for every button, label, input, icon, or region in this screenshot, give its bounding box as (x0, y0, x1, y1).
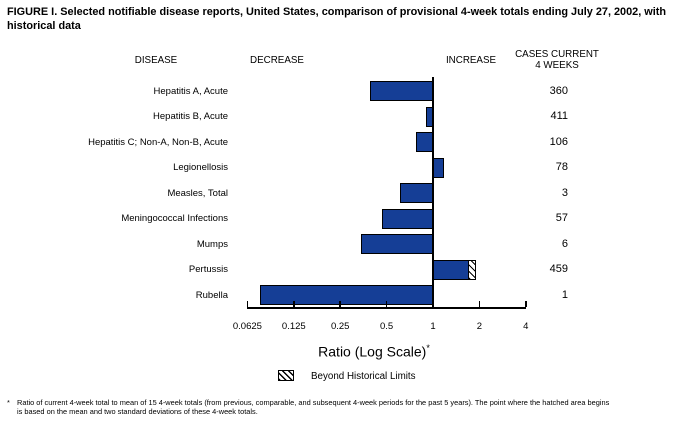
x-axis-tick-label-2: 2 (476, 320, 483, 332)
column-header-decrease: DECREASE (250, 55, 304, 66)
legend-label: Beyond Historical Limits (311, 371, 416, 382)
cases-value-hepatitis-b-acute: 411 (550, 110, 568, 122)
legend-hatch-swatch (278, 370, 294, 381)
bar-measles-total (399, 183, 433, 203)
footnote-line2: is based on the mean and two standard de… (17, 406, 258, 416)
x-axis-tick-0.0625 (246, 301, 249, 307)
x-axis-tick-label-0.0625: 0.0625 (232, 320, 262, 332)
footnote: * Ratio of current 4-week total to mean … (7, 398, 687, 417)
cases-value-meningococcal-infections: 57 (555, 212, 568, 224)
x-axis-tick-0.125 (293, 301, 295, 307)
cases-value-rubella: 1 (561, 288, 568, 301)
footnote-marker: * (7, 398, 10, 407)
bar-rubella (259, 285, 433, 305)
row-label-measles-total: Measles, Total (167, 187, 228, 199)
figure-title: FIGURE I. Selected notifiable disease re… (7, 6, 691, 33)
cases-value-measles-total: 3 (561, 186, 568, 199)
column-header-cases-current-4-weeks: CASES CURRENT 4 WEEKS (497, 49, 617, 71)
bar-mumps (360, 234, 433, 254)
x-axis-label-text: Ratio (Log Scale) (318, 343, 427, 360)
figure-title-line1: FIGURE I. Selected notifiable disease re… (7, 6, 667, 18)
column-header-increase: INCREASE (445, 55, 497, 66)
bar-hepatitis-c-non-a-non-b-acute (416, 132, 433, 152)
row-label-hepatitis-b-acute: Hepatitis B, Acute (153, 111, 228, 122)
x-axis-tick-label-1: 1 (430, 320, 436, 332)
footnote-line1: Ratio of current 4-week total to mean of… (17, 398, 610, 407)
row-label-mumps: Mumps (196, 238, 228, 250)
bar-legionellosis (433, 157, 445, 178)
row-label-hepatitis-c-non-a-non-b-acute: Hepatitis C; Non-A, Non-B, Acute (88, 136, 228, 148)
x-axis-tick-label-4: 4 (523, 320, 529, 332)
row-label-pertussis: Pertussis (188, 264, 228, 275)
column-header-disease: DISEASE (134, 55, 178, 66)
footnote-text: Ratio of current 4-week total to mean of… (17, 398, 610, 417)
cases-value-pertussis: 459 (549, 263, 568, 275)
x-axis-tick-0.25 (339, 301, 341, 307)
x-axis-tick-label-0.25: 0.25 (330, 320, 350, 332)
row-label-legionellosis: Legionellosis (173, 162, 228, 173)
baseline-ratio-1 (432, 77, 434, 309)
cases-value-hepatitis-a-acute: 360 (549, 84, 568, 97)
x-axis-tick-2 (478, 301, 481, 307)
x-axis-label-footnote-marker: * (426, 343, 430, 353)
x-axis-tick-label-0.125: 0.125 (281, 320, 306, 332)
x-axis (247, 306, 526, 309)
x-axis-tick-label-0.5: 0.5 (379, 320, 394, 332)
row-label-hepatitis-a-acute: Hepatitis A, Acute (153, 85, 228, 97)
cases-value-legionellosis: 78 (555, 161, 568, 173)
row-label-rubella: Rubella (195, 289, 228, 301)
cases-value-mumps: 6 (561, 237, 568, 250)
beyond-limits-segment-pertussis (468, 259, 476, 280)
figure-title-line2: historical data (7, 19, 81, 32)
x-axis-tick-4 (525, 301, 527, 307)
cases-value-hepatitis-c-non-a-non-b-acute: 106 (549, 135, 568, 148)
cases-header-line2: 4 WEEKS (535, 60, 579, 71)
bar-hepatitis-a-acute (369, 81, 433, 101)
cases-header-line1: CASES CURRENT (515, 49, 599, 60)
bar-meningococcal-infections (382, 208, 433, 229)
x-axis-tick-0.5 (385, 301, 388, 307)
row-label-meningococcal-infections: Meningococcal Infections (121, 213, 228, 224)
x-axis-label: Ratio (Log Scale)* (274, 343, 474, 360)
